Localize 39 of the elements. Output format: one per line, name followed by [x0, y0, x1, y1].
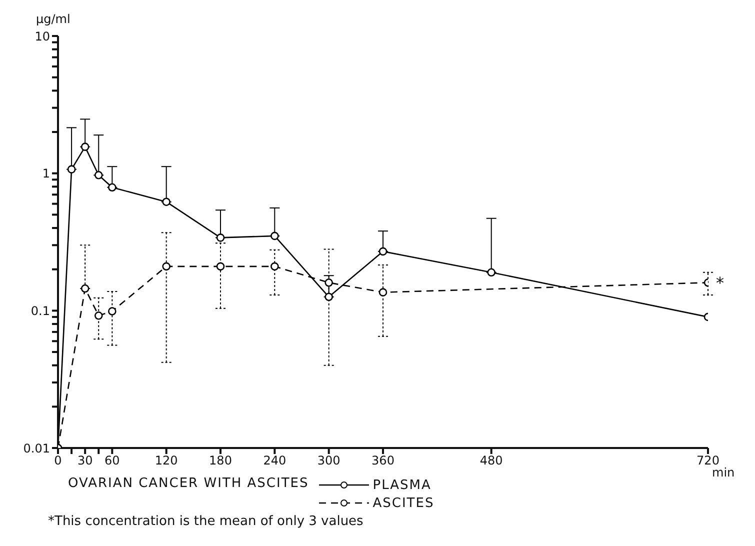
- annotation: *: [716, 273, 724, 292]
- legend-label: PLASMA: [372, 478, 432, 492]
- x-tick-label: 240: [263, 454, 286, 468]
- x-tick-label: 360: [372, 454, 394, 468]
- x-tick-label: 60: [104, 454, 120, 468]
- point: [487, 268, 496, 277]
- point: [94, 311, 103, 320]
- point: [67, 165, 76, 174]
- point: [162, 198, 170, 206]
- point: [80, 142, 90, 151]
- legend-title: OVARIAN CANCER WITH ASCITES: [68, 476, 309, 493]
- legend-label: ASCITES: [372, 496, 434, 510]
- y-axis-title: μg/ml: [36, 12, 70, 26]
- y-tick-label: 0.01: [23, 441, 50, 456]
- y-tick-label: 10: [34, 29, 50, 44]
- point: [378, 288, 388, 296]
- point: [324, 292, 333, 302]
- x-tick-label: 480: [480, 454, 503, 468]
- x-tick-label: 0: [54, 454, 62, 468]
- x-tick-label: 300: [317, 454, 340, 468]
- text: *This concentration is the mean of only 3 values: [48, 514, 364, 529]
- y-tick-label: 0.1: [30, 304, 50, 318]
- point: [80, 284, 90, 293]
- point: [108, 183, 116, 192]
- point: [378, 247, 388, 256]
- point: [216, 234, 225, 242]
- point: [270, 232, 279, 240]
- y-tick-label: 1: [42, 166, 50, 181]
- x-tick-label: 30: [77, 454, 93, 468]
- point: [162, 262, 170, 271]
- x-tick-label: 720: [696, 454, 720, 468]
- point: [94, 171, 103, 180]
- point: [216, 262, 225, 271]
- x-tick-label: 120: [154, 454, 178, 468]
- point: [270, 262, 279, 271]
- point: [108, 307, 116, 316]
- x-axis-title: min: [712, 465, 735, 480]
- x-tick-label: 180: [209, 454, 232, 468]
- point: [324, 278, 333, 287]
